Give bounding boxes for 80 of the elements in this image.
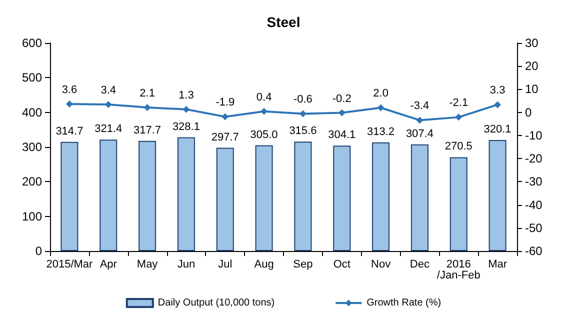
data-label: 297.7 xyxy=(211,131,239,144)
data-label: 0.4 xyxy=(256,91,272,104)
data-label: 3.4 xyxy=(100,84,116,96)
bar xyxy=(100,140,118,251)
bar xyxy=(372,142,390,251)
x-tick-label: Mar xyxy=(488,258,508,270)
y2-tick-label: 0 xyxy=(525,105,532,120)
y2-tick-label: -20 xyxy=(525,152,543,166)
bar xyxy=(255,145,273,251)
y2-tick-label: 10 xyxy=(525,82,539,96)
y2-tick-label: 20 xyxy=(525,59,539,74)
y2-tick-label: -30 xyxy=(525,174,543,189)
y-tick-label: 300 xyxy=(22,140,42,154)
data-label: 305.0 xyxy=(250,128,278,141)
y-tick-label: 600 xyxy=(22,36,42,50)
bar xyxy=(488,140,506,251)
chart-title: Steel xyxy=(266,14,300,30)
point xyxy=(416,116,424,124)
bar xyxy=(294,142,312,251)
data-label: -1.9 xyxy=(216,96,235,109)
point xyxy=(494,101,502,108)
y2-tick-label: -40 xyxy=(525,198,543,212)
point xyxy=(260,108,268,115)
bar xyxy=(138,140,156,251)
point xyxy=(182,106,190,113)
data-label: 270.5 xyxy=(444,140,472,153)
point xyxy=(144,104,151,111)
y2-tick-label: -60 xyxy=(525,244,543,258)
point xyxy=(222,113,229,120)
bar xyxy=(177,137,195,251)
point xyxy=(66,100,73,108)
y2-tick-label: -50 xyxy=(525,220,543,235)
y-tick-label: 200 xyxy=(22,174,42,189)
bar xyxy=(450,157,468,251)
point xyxy=(299,110,306,118)
data-label: 3.3 xyxy=(490,84,506,97)
data-label: 314.7 xyxy=(56,125,84,138)
y2-tick-label: 30 xyxy=(525,36,539,50)
data-label: 315.6 xyxy=(289,125,317,138)
bar xyxy=(333,146,351,251)
x-tick-label: Dec xyxy=(410,258,430,270)
point xyxy=(104,100,112,108)
point xyxy=(338,109,346,116)
legend-label: Growth Rate (%) xyxy=(366,298,442,308)
x-tick-label: Aug xyxy=(254,258,274,270)
x-tick-label: 2016 /Jan-Feb xyxy=(436,258,480,282)
data-label: 1.3 xyxy=(178,89,194,102)
y-tick-label: 0 xyxy=(35,244,42,258)
bar xyxy=(216,148,234,251)
y2-tick-label: -10 xyxy=(525,128,543,142)
data-label: 304.1 xyxy=(328,129,356,142)
data-label: -0.2 xyxy=(332,92,352,105)
data-label: 317.7 xyxy=(134,124,162,136)
data-label: 2.0 xyxy=(373,88,388,100)
data-label: 321.4 xyxy=(94,123,122,136)
data-label: 313.2 xyxy=(367,126,395,138)
bar xyxy=(60,142,78,251)
x-tick-label: 2015/Mar xyxy=(46,258,94,270)
data-label: -2.1 xyxy=(449,97,468,110)
y-tick-label: 400 xyxy=(22,105,42,120)
data-label: 328.1 xyxy=(172,120,200,133)
x-tick-label: Jun xyxy=(177,258,196,270)
data-label: -3.4 xyxy=(410,100,430,112)
data-label: 307.4 xyxy=(406,128,434,140)
x-tick-label: Jul xyxy=(218,258,232,270)
x-tick-label: May xyxy=(136,258,158,270)
x-tick-label: Sep xyxy=(293,258,313,270)
legend-label: Daily Output (10,000 tons) xyxy=(158,298,275,308)
data-label: 3.6 xyxy=(62,84,78,96)
data-label: -0.6 xyxy=(293,94,312,106)
x-tick-label: Oct xyxy=(333,258,350,270)
y-tick-label: 500 xyxy=(22,70,42,85)
point xyxy=(455,114,462,121)
bar xyxy=(410,144,428,251)
data-label: 320.1 xyxy=(484,124,512,136)
y-tick-label: 100 xyxy=(22,209,42,224)
point xyxy=(377,104,384,112)
data-label: 2.1 xyxy=(140,87,155,100)
x-tick-label: Apr xyxy=(100,258,118,270)
x-tick-label: Nov xyxy=(371,258,392,270)
